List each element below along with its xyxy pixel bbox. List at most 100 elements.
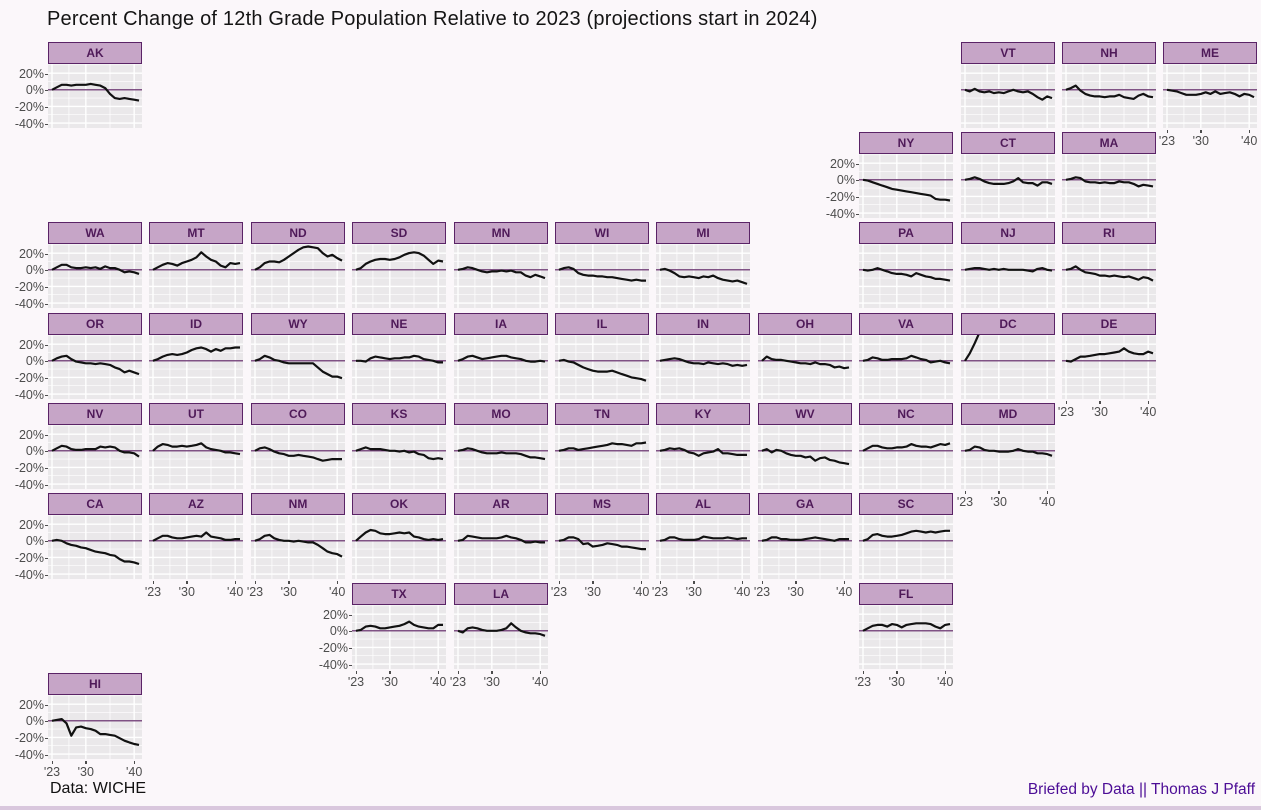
y-axis-tick: [44, 286, 48, 289]
facet-plot-WY: [251, 335, 345, 399]
facet-header-VA: VA: [859, 313, 953, 335]
facet-plot-NE: [352, 335, 446, 399]
facet-header-UT: UT: [149, 403, 243, 425]
facet-header-IN: IN: [656, 313, 750, 335]
trend-line-TX: [355, 620, 443, 632]
x-axis-label-TX: '23: [347, 675, 365, 689]
facet-plot-IL: [555, 335, 649, 399]
x-axis-label-MD: '23: [956, 495, 974, 509]
x-axis-tick: [1046, 490, 1048, 494]
facet-panel-PA: [859, 244, 953, 308]
facet-panel-MD: [961, 425, 1055, 489]
x-axis-label-HI: '40: [126, 765, 143, 779]
facet-plot-IN: [656, 335, 750, 399]
y-axis-label-NY: 20%: [829, 156, 855, 171]
facet-panel-WV: [758, 425, 852, 489]
facet-panel-MT: [149, 244, 243, 308]
facet-plot-RI: [1062, 244, 1156, 308]
facet-panel-NH: [1062, 64, 1156, 128]
y-axis-tick: [44, 361, 48, 363]
trend-line-AR: [457, 534, 545, 544]
facet-header-WA: WA: [48, 222, 142, 244]
facet-header-NY: NY: [859, 132, 953, 154]
trend-line-NC: [862, 442, 951, 452]
facet-panel-VT: [961, 64, 1055, 128]
facet-plot-VT: [961, 64, 1055, 128]
y-axis-tick: [44, 557, 48, 560]
y-axis-label-NV: 20%: [18, 427, 44, 442]
trend-line-NJ: [964, 267, 1053, 273]
state-facet-WY: WY: [251, 313, 345, 399]
x-axis-tick: [1065, 400, 1067, 404]
state-facet-MN: MN: [454, 222, 548, 308]
x-axis-label-TX: '40: [430, 675, 447, 689]
facet-header-FL: FL: [859, 583, 953, 605]
facet-header-DC: DC: [961, 313, 1055, 335]
state-facet-NE: NE: [352, 313, 446, 399]
y-axis-label-NV: -40%: [14, 477, 44, 492]
facet-header-LA: LA: [454, 583, 548, 605]
trend-line-MT: [152, 251, 241, 271]
facet-header-OH: OH: [758, 313, 852, 335]
trend-line-ND: [254, 245, 343, 271]
trend-line-WY: [254, 354, 343, 380]
facet-header-NJ: NJ: [961, 222, 1055, 244]
facet-panel-IN: [656, 335, 750, 399]
facet-panel-HI: [48, 695, 142, 759]
facet-plot-TN: [555, 425, 649, 489]
x-axis-tick: [234, 580, 236, 584]
state-facet-MS: MS: [555, 493, 649, 579]
x-axis-label-LA: '40: [532, 675, 549, 689]
facet-plot-DC: [961, 335, 1055, 399]
trend-line-AL: [659, 535, 747, 542]
y-axis-label-CA: 20%: [18, 517, 44, 532]
trend-line-SC: [862, 529, 950, 542]
y-axis-label-CA: -20%: [14, 550, 44, 565]
facet-panel-AL: [656, 515, 750, 579]
facet-plot-WA: [48, 244, 142, 308]
state-facet-ME: ME: [1163, 42, 1257, 128]
facet-panel-DE: [1062, 335, 1156, 399]
facet-panel-DC: [961, 335, 1055, 399]
x-axis-tick: [659, 580, 661, 584]
facet-panel-KS: [352, 425, 446, 489]
facet-plot-NC: [859, 425, 953, 489]
facet-plot-OR: [48, 335, 142, 399]
x-axis-label-GA: '23: [753, 585, 771, 599]
facet-plot-PA: [859, 244, 953, 308]
facet-plot-KY: [656, 425, 750, 489]
facet-panel-AK: [48, 64, 142, 128]
state-facet-OR: OR: [48, 313, 142, 399]
x-axis-label-MD: '40: [1039, 495, 1056, 509]
facet-header-NM: NM: [251, 493, 345, 515]
facet-plot-MO: [454, 425, 548, 489]
y-axis-tick: [855, 163, 859, 165]
y-axis-tick: [44, 253, 48, 255]
state-facet-ND: ND: [251, 222, 345, 308]
state-facet-CA: CA: [48, 493, 142, 579]
facet-header-WV: WV: [758, 403, 852, 425]
y-axis-label-CA: -40%: [14, 567, 44, 582]
x-axis-tick: [389, 670, 391, 674]
x-axis-tick: [1099, 400, 1101, 404]
state-facet-AL: AL: [656, 493, 750, 579]
y-axis-label-NY: -20%: [825, 189, 855, 204]
state-facet-NY: NY: [859, 132, 953, 218]
state-facet-CT: CT: [961, 132, 1055, 218]
x-axis-label-FL: '40: [937, 675, 954, 689]
trend-line-CO: [254, 446, 342, 462]
state-facet-TX: TX: [352, 583, 446, 669]
x-axis-label-MS: '23: [550, 585, 568, 599]
x-axis-label-NM: '23: [246, 585, 264, 599]
x-axis-tick: [133, 760, 135, 764]
trend-line-AK: [51, 82, 140, 102]
facet-panel-GA: [758, 515, 852, 579]
facet-panel-AZ: [149, 515, 243, 579]
trend-line-CT: [964, 176, 1053, 187]
trend-line-NM: [254, 533, 343, 558]
state-facet-LA: LA: [454, 583, 548, 669]
facet-plot-SC: [859, 515, 953, 579]
facet-plot-TX: [352, 605, 446, 669]
state-facet-NC: NC: [859, 403, 953, 489]
facet-panel-OH: [758, 335, 852, 399]
